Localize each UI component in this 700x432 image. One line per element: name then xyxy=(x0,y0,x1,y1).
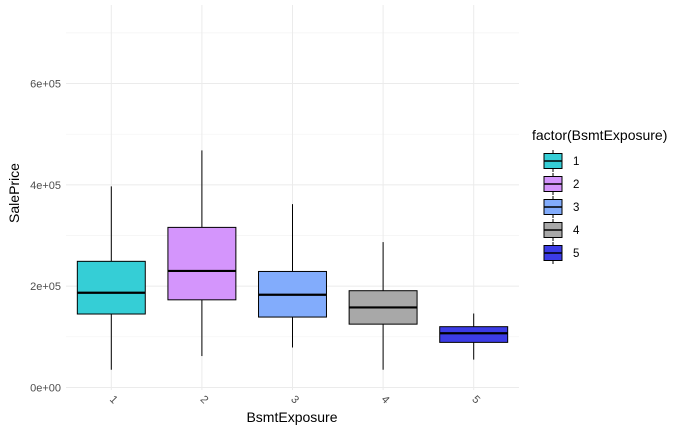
boxes xyxy=(76,150,509,370)
x-tick-label: 4 xyxy=(379,393,392,406)
box-body xyxy=(167,226,237,301)
legend-label: 4 xyxy=(573,225,580,237)
box-body xyxy=(76,260,146,315)
legend-item-4: 4 xyxy=(543,219,580,241)
y-axis-title: SalePrice xyxy=(6,163,22,223)
legend-label: 1 xyxy=(573,156,579,168)
box-4 xyxy=(348,242,418,370)
x-tick-label: 2 xyxy=(198,393,211,406)
x-tick-label: 5 xyxy=(469,393,482,406)
x-tick-label: 1 xyxy=(107,393,120,406)
y-tick-label: 6e+05 xyxy=(30,79,61,91)
y-tick-label: 4e+05 xyxy=(30,180,61,192)
y-tick-label: 0e+00 xyxy=(30,382,61,394)
box-3 xyxy=(258,204,327,348)
box-2 xyxy=(167,150,237,357)
box-body xyxy=(439,326,509,343)
x-axis-title: BsmtExposure xyxy=(246,409,337,425)
legend-item-3: 3 xyxy=(543,196,579,218)
legend-item-2: 2 xyxy=(543,173,579,195)
y-axis-ticks: 0e+00 2e+05 4e+05 6e+05 xyxy=(30,79,61,395)
box-5 xyxy=(439,313,509,360)
legend-title: factor(BsmtExposure) xyxy=(532,127,667,143)
x-tick-label: 3 xyxy=(288,393,301,406)
legend-label: 5 xyxy=(573,248,579,260)
legend-item-5: 5 xyxy=(543,242,579,264)
legend: factor(BsmtExposure) 1 2 3 4 5 xyxy=(532,127,667,264)
legend-item-1: 1 xyxy=(543,150,579,172)
legend-label: 2 xyxy=(573,179,579,191)
box-1 xyxy=(76,186,146,370)
x-axis-ticks: 1 2 3 4 5 xyxy=(107,393,482,406)
legend-label: 3 xyxy=(573,202,579,214)
y-tick-label: 2e+05 xyxy=(30,281,61,293)
